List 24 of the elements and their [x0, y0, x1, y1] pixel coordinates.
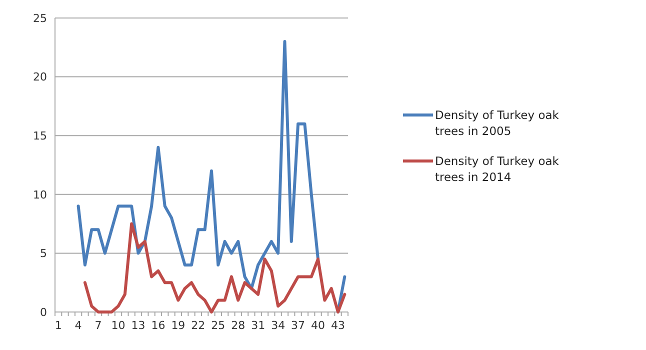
x-tick-label: 31: [251, 319, 266, 332]
x-tick-label: 25: [211, 319, 226, 332]
x-tick-label: 16: [151, 319, 166, 332]
line-series: [83, 222, 346, 314]
x-tick-label: 40: [311, 319, 326, 332]
x-tick-label: 34: [271, 319, 286, 332]
x-tick-label: 7: [94, 319, 102, 332]
x-tick-label: 10: [111, 319, 126, 332]
x-tick-label: 13: [131, 319, 146, 332]
y-tick-label: 10: [33, 188, 47, 202]
x-tick-label: 4: [74, 319, 82, 332]
legend-label: Density of Turkey oak trees in 2005: [435, 108, 560, 138]
y-tick-label: 25: [33, 12, 47, 25]
y-tick-label: 20: [33, 70, 47, 84]
x-tick-label: 1: [54, 319, 62, 332]
x-tick-label: 22: [191, 319, 206, 332]
x-tick-label: 37: [291, 319, 306, 332]
y-tick-label: 5: [40, 247, 47, 260]
x-tick-label: 28: [231, 319, 246, 332]
x-tick-label: 43: [331, 319, 346, 332]
y-tick-label: 0: [40, 306, 47, 319]
x-tick-label: 19: [171, 319, 186, 332]
y-tick-label: 15: [33, 129, 47, 142]
legend-label: Density of Turkey oak trees in 2014: [435, 154, 560, 184]
